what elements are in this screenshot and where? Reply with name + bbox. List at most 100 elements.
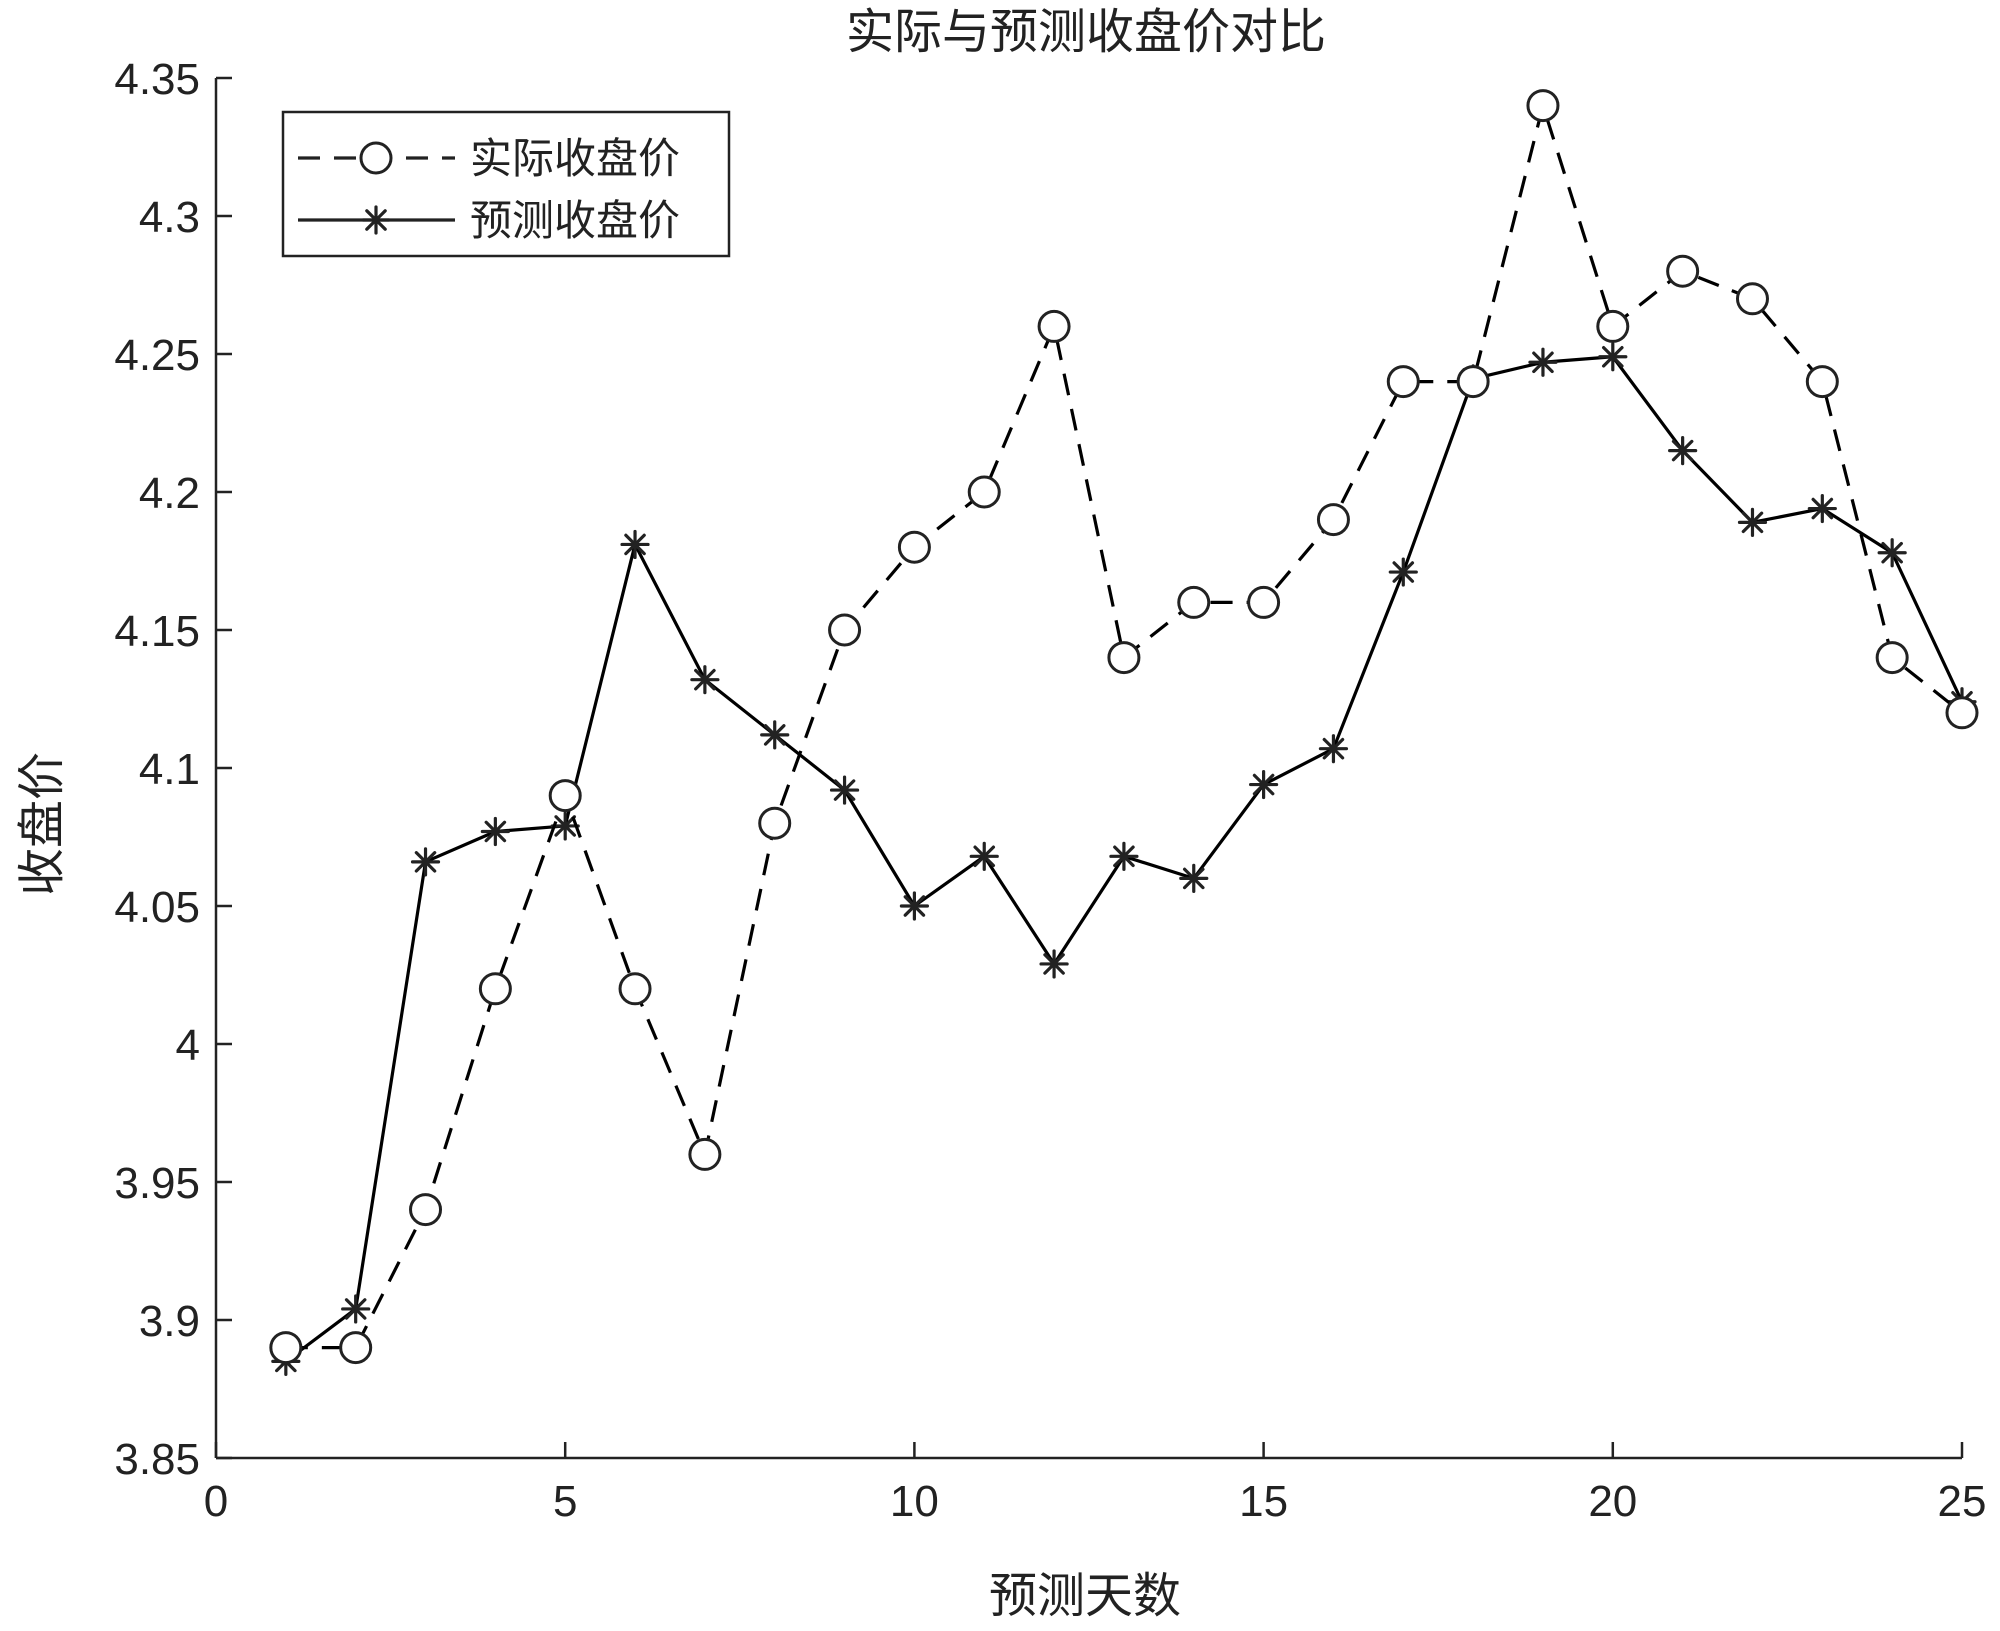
data-point-circle: [1735, 282, 1769, 316]
data-point-circle: [1526, 89, 1560, 123]
y-tick-label: 4.1: [139, 745, 200, 794]
data-point-circle: [618, 972, 652, 1006]
data-point-asterisk: [899, 891, 930, 921]
x-tick-label: 15: [1239, 1477, 1288, 1526]
data-point-circle: [1945, 696, 1979, 730]
data-point-asterisk: [550, 811, 580, 841]
x-tick-label: 5: [553, 1477, 577, 1526]
data-point-asterisk: [969, 841, 999, 871]
y-tick-label: 4.15: [114, 607, 200, 656]
data-point-circle: [548, 779, 582, 813]
y-tick-label: 3.85: [114, 1435, 200, 1484]
data-point-asterisk: [690, 665, 720, 695]
data-point-circle: [967, 475, 1001, 509]
x-tick-label: 20: [1588, 1477, 1637, 1526]
legend-label: 预测收盘价: [470, 196, 680, 245]
data-point-asterisk: [1737, 507, 1768, 537]
asterisk-stroke: [763, 724, 786, 746]
data-point-asterisk: [1318, 734, 1349, 764]
y-tick-label: 4.25: [114, 331, 200, 380]
data-point-asterisk: [1109, 841, 1139, 871]
data-point-asterisk: [1668, 436, 1698, 466]
data-point-circle: [339, 1331, 373, 1365]
x-tick-label: 0: [204, 1477, 228, 1526]
y-tick-label: 4.35: [114, 55, 200, 104]
legend-box: [281, 110, 731, 258]
legend-label: 实际收盘价: [470, 134, 680, 183]
asterisk-stroke: [1671, 439, 1694, 462]
x-tick-label: 25: [1938, 1477, 1987, 1526]
data-point-circle: [478, 972, 512, 1006]
asterisk-stroke: [1182, 867, 1205, 890]
data-point-circle: [1666, 254, 1700, 288]
series-layer: [269, 89, 1979, 1377]
data-point-circle: [1456, 365, 1490, 399]
asterisk-stroke: [554, 815, 576, 837]
asterisk-stroke: [1602, 345, 1624, 368]
asterisk-stroke: [1252, 773, 1275, 796]
asterisk-stroke: [1532, 351, 1554, 374]
data-point-asterisk: [760, 720, 790, 750]
data-point-asterisk: [1528, 347, 1558, 377]
asterisk-stroke: [973, 845, 996, 868]
data-point-asterisk: [1248, 769, 1279, 800]
asterisk-stroke: [1881, 541, 1903, 564]
data-point-asterisk: [620, 529, 650, 560]
asterisk-stroke: [1113, 845, 1135, 868]
data-point-circle: [1875, 641, 1909, 675]
data-point-circle: [688, 1137, 722, 1171]
asterisk-stroke: [344, 1298, 367, 1320]
data-point-asterisk: [1388, 557, 1418, 587]
data-point-asterisk: [1877, 538, 1907, 568]
data-point-asterisk: [1807, 493, 1837, 524]
data-point-circle: [828, 613, 862, 647]
asterisk-stroke: [1322, 737, 1345, 760]
data-point-circle: [1037, 309, 1071, 343]
asterisk-stroke: [484, 820, 507, 843]
data-point-asterisk: [410, 847, 441, 877]
data-point-circle: [1177, 585, 1211, 619]
data-point-circle: [758, 806, 792, 840]
data-point-asterisk: [1179, 863, 1209, 894]
data-point-asterisk: [1039, 949, 1069, 979]
asterisk-stroke: [694, 668, 716, 691]
x-axis-label: 预测天数: [989, 1568, 1181, 1624]
data-point-circle: [1805, 365, 1839, 399]
data-point-circle: [1247, 585, 1281, 619]
x-tick-label: 10: [890, 1477, 939, 1526]
asterisk-stroke: [414, 851, 437, 873]
asterisk-stroke: [365, 209, 387, 231]
data-point-circle: [897, 530, 931, 564]
axes: 0 5 10 15 20 25 3.85 3.9 3.95 4 4.05 4.1 4.15 4.2 4.25…: [114, 55, 1986, 1526]
data-point-circle: [1316, 503, 1350, 537]
data-point-circle: [359, 141, 393, 175]
chart-title: 实际与预测收盘价对比: [846, 4, 1326, 60]
y-tick-label: 4.2: [139, 469, 200, 518]
data-point-circle: [269, 1331, 303, 1365]
asterisk-stroke: [624, 533, 646, 556]
asterisk-stroke: [1392, 561, 1415, 583]
data-point-asterisk: [480, 816, 510, 847]
y-tick-label: 3.9: [139, 1297, 200, 1346]
asterisk-stroke: [1043, 953, 1065, 975]
asterisk-stroke: [903, 895, 926, 917]
data-point-asterisk: [829, 775, 860, 805]
data-point-circle: [1107, 641, 1141, 675]
data-point-asterisk: [361, 205, 391, 235]
asterisk-stroke: [833, 779, 856, 801]
data-point-circle: [409, 1193, 443, 1227]
data-point-asterisk: [341, 1294, 371, 1324]
y-tick-label: 3.95: [114, 1159, 200, 1208]
series-actual: [269, 89, 1979, 1365]
y-tick-label: 4: [176, 1021, 200, 1070]
asterisk-stroke: [1811, 497, 1834, 520]
y-tick-label: 4.3: [139, 193, 200, 242]
y-axis-label: 收盘价: [14, 752, 70, 896]
data-point-circle: [1596, 309, 1630, 343]
data-point-circle: [1386, 365, 1420, 399]
y-tick-label: 4.05: [114, 883, 200, 932]
asterisk-stroke: [1741, 511, 1764, 534]
data-point-asterisk: [1598, 342, 1628, 372]
